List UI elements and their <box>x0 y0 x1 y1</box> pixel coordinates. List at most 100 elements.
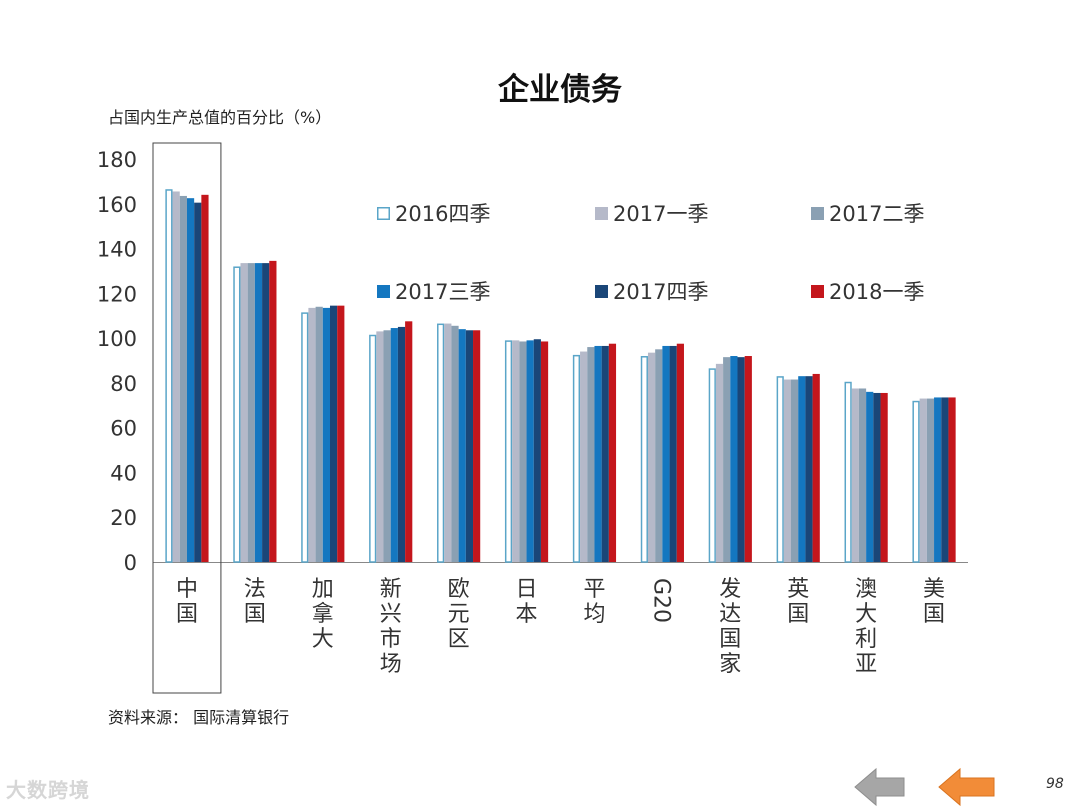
bar <box>458 329 466 562</box>
bar <box>805 376 813 562</box>
x-tick-label: 法国 <box>244 577 266 627</box>
x-tick-label: 加拿大 <box>312 577 334 652</box>
legend-label: 2017四季 <box>613 280 708 304</box>
source-note: 资料来源： 国际清算银行 <box>108 708 290 727</box>
bar <box>873 392 881 562</box>
x-tick-label: 发达国家 <box>719 577 741 677</box>
x-tick-label: 日本 <box>516 577 538 627</box>
bar <box>240 263 248 562</box>
bar <box>844 381 852 563</box>
bar <box>640 356 648 563</box>
chart-title: 企业债务 <box>498 72 622 108</box>
x-tick-label: 新兴市场 <box>380 577 402 677</box>
bar <box>473 330 481 562</box>
bar <box>744 356 752 562</box>
bar <box>647 352 656 562</box>
y-tick-label: 40 <box>110 461 137 485</box>
x-tick-label: 平均 <box>583 577 605 627</box>
bar <box>866 391 874 562</box>
legend-label: 2017一季 <box>613 202 708 226</box>
bar <box>676 343 684 562</box>
bar <box>437 323 445 563</box>
bar <box>444 323 452 562</box>
page-number: 98 <box>1046 776 1064 792</box>
bar <box>247 263 255 562</box>
bar <box>504 340 513 563</box>
y-tick-label: 0 <box>124 551 137 575</box>
bar <box>301 312 309 563</box>
y-tick-label: 120 <box>97 282 137 306</box>
bar <box>851 388 859 562</box>
bar <box>329 305 338 562</box>
bar <box>254 263 263 562</box>
bar <box>369 334 377 563</box>
bar <box>934 397 942 562</box>
legend-swatch <box>811 207 824 220</box>
bar <box>783 379 792 562</box>
next-slide-button[interactable] <box>936 766 995 808</box>
legend-label: 2016四季 <box>395 202 490 226</box>
y-tick-label: 20 <box>110 506 137 530</box>
arrow-left-icon <box>854 767 905 807</box>
x-tick-label: 英国 <box>787 577 809 627</box>
bar <box>655 349 663 562</box>
bar <box>465 330 474 562</box>
legend-label: 2017二季 <box>829 202 924 226</box>
y-tick-label: 60 <box>110 417 137 441</box>
bar <box>919 398 927 562</box>
y-axis-title: 占国内生产总值的百分比（%） <box>108 108 332 127</box>
previous-slide-button[interactable] <box>852 766 908 808</box>
watermark-text: 大数跨境 <box>6 778 90 802</box>
legend-label: 2017三季 <box>395 280 490 304</box>
bar <box>572 354 581 563</box>
y-tick-label: 80 <box>110 372 137 396</box>
legend-swatch <box>595 285 608 298</box>
x-tick-label: 美国 <box>923 577 945 627</box>
bar <box>737 357 745 562</box>
x-tick-label: 澳大利亚 <box>855 577 877 677</box>
bar <box>594 345 602 562</box>
legend-swatch <box>595 207 608 220</box>
bar <box>186 198 195 563</box>
y-tick-label: 180 <box>97 148 137 172</box>
bar <box>194 202 202 563</box>
x-tick-label: 中国 <box>176 577 198 627</box>
x-tick-label: G20 <box>648 578 673 623</box>
bar <box>880 392 888 562</box>
bar <box>730 356 738 562</box>
bar <box>337 305 345 562</box>
bar <box>540 341 549 562</box>
bar <box>172 191 180 563</box>
bar <box>580 351 588 562</box>
y-tick-label: 160 <box>97 193 137 217</box>
bar <box>383 330 391 562</box>
bar <box>587 347 595 562</box>
bar <box>512 340 520 562</box>
legend-swatch <box>377 207 390 220</box>
bar <box>322 307 330 562</box>
bar <box>179 195 187 563</box>
legend-swatch <box>811 285 824 298</box>
bar <box>262 263 270 562</box>
bar <box>858 388 867 562</box>
bar <box>715 363 724 562</box>
bar <box>776 376 784 563</box>
bar <box>201 194 209 563</box>
bar <box>723 357 731 562</box>
highlight-box <box>152 142 222 694</box>
bar <box>601 345 609 562</box>
bar <box>315 306 323 562</box>
bar <box>308 307 316 562</box>
bar <box>526 340 534 562</box>
bar <box>390 328 398 562</box>
bar <box>941 397 949 562</box>
bar <box>233 266 241 563</box>
bar <box>926 398 935 562</box>
bar <box>405 321 413 562</box>
bar <box>662 345 670 562</box>
legend-label: 2018一季 <box>829 280 924 304</box>
bar <box>519 341 527 562</box>
bar <box>669 345 677 562</box>
bar <box>269 260 277 562</box>
bar <box>608 343 617 562</box>
